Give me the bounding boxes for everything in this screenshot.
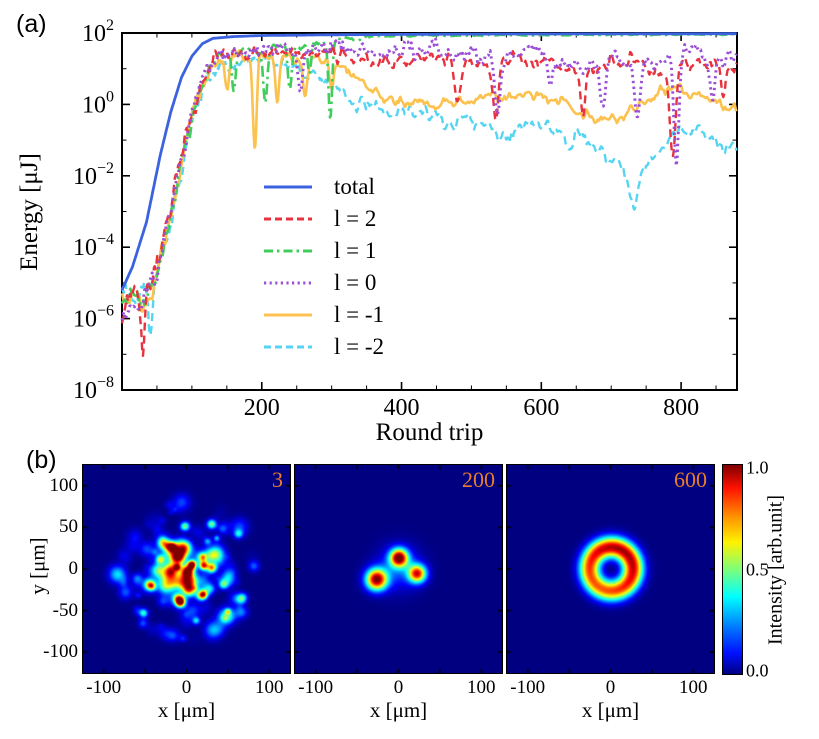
panel-b-label: (b) (26, 446, 57, 474)
b-y-tick-label: 50 (59, 516, 78, 538)
b-x-tick-label: -100 (510, 677, 546, 698)
y-tick-label-1e2: 102 (82, 17, 114, 47)
round-trip-number-600: 600 (674, 467, 707, 492)
b-x-tick-label: -100 (86, 677, 122, 698)
b-x-tick-label: 0 (181, 677, 192, 698)
b-x-tick-label: 100 (467, 677, 496, 698)
b-x-axis-label: x [μm] (369, 698, 428, 722)
b-x-tick-label: -100 (298, 677, 334, 698)
b-y-tick-label: 0 (68, 558, 79, 579)
series-l-1 (120, 49, 738, 313)
legend-label-l1: l = 1 (334, 238, 377, 263)
colorbar-tick-label-0.5: 0.5 (746, 559, 769, 579)
legend-line-l2 (264, 217, 312, 221)
round-trip-number-200: 200 (462, 467, 495, 492)
legend-label-total: total (334, 174, 375, 199)
legend-line-l-2 (264, 345, 312, 349)
legend-label-l-1: l = -1 (334, 302, 385, 327)
legend-entry-l0: l = 0 (262, 267, 384, 299)
x-tick-label-200: 200 (244, 395, 280, 421)
b-x-axis-label: x [μm] (157, 698, 216, 722)
legend-label-l2: l = 2 (334, 206, 377, 231)
legend-line-total (264, 185, 312, 189)
beam-profile-canvas-600 (507, 465, 714, 673)
b-y-tick-label: -50 (52, 599, 78, 621)
series-l0 (120, 37, 738, 321)
panel-a-label: (a) (16, 10, 47, 38)
legend-entry-l-1: l = -1 (262, 299, 384, 331)
beam-profile-frame-200: 200 (294, 464, 503, 674)
beam-profile-canvas-3 (83, 465, 290, 673)
legend-line-l1 (264, 249, 312, 253)
chart-x-axis-label: Round trip (375, 419, 484, 446)
x-tick-label-800: 800 (663, 395, 699, 421)
legend-line-l0 (264, 281, 312, 285)
legend-entry-l1: l = 1 (262, 235, 384, 267)
legend-label-l-2: l = -2 (334, 334, 385, 359)
b-x-tick-label: 0 (393, 677, 404, 698)
x-tick-label-600: 600 (523, 395, 559, 421)
b-x-tick-label: 0 (605, 677, 616, 698)
colorbar-tick-label-0.0: 0.0 (746, 660, 769, 681)
legend-entry-l-2: l = -2 (262, 331, 384, 363)
chart-legend: total l = 2 l = 1 l = 0 l = -1 l = -2 (262, 171, 384, 363)
colorbar-tick-label-1.0: 1.0 (746, 457, 769, 478)
b-y-tick-label: 100 (49, 474, 79, 496)
b-x-tick-label: 100 (679, 677, 708, 698)
legend-line-l-1 (264, 313, 312, 317)
legend-label-l0: l = 0 (334, 270, 377, 295)
beam-profile-frame-600: 600 (506, 464, 715, 674)
legend-entry-total: total (262, 171, 384, 203)
series-l2 (120, 43, 738, 357)
series-total (120, 32, 738, 291)
legend-entry-l2: l = 2 (262, 203, 384, 235)
beam-profile-frame-3: 3 (82, 464, 291, 674)
beam-profile-canvas-200 (295, 465, 502, 673)
b-x-tick-label: 100 (255, 677, 284, 698)
x-tick-label-400: 400 (384, 395, 420, 421)
y-tick-label-1e-2: 10−2 (73, 160, 114, 190)
b-x-axis-label: x [μm] (581, 698, 640, 722)
b-y-tick-label: -100 (43, 641, 78, 663)
colorbar (722, 464, 743, 675)
round-trip-number-3: 3 (272, 467, 283, 492)
